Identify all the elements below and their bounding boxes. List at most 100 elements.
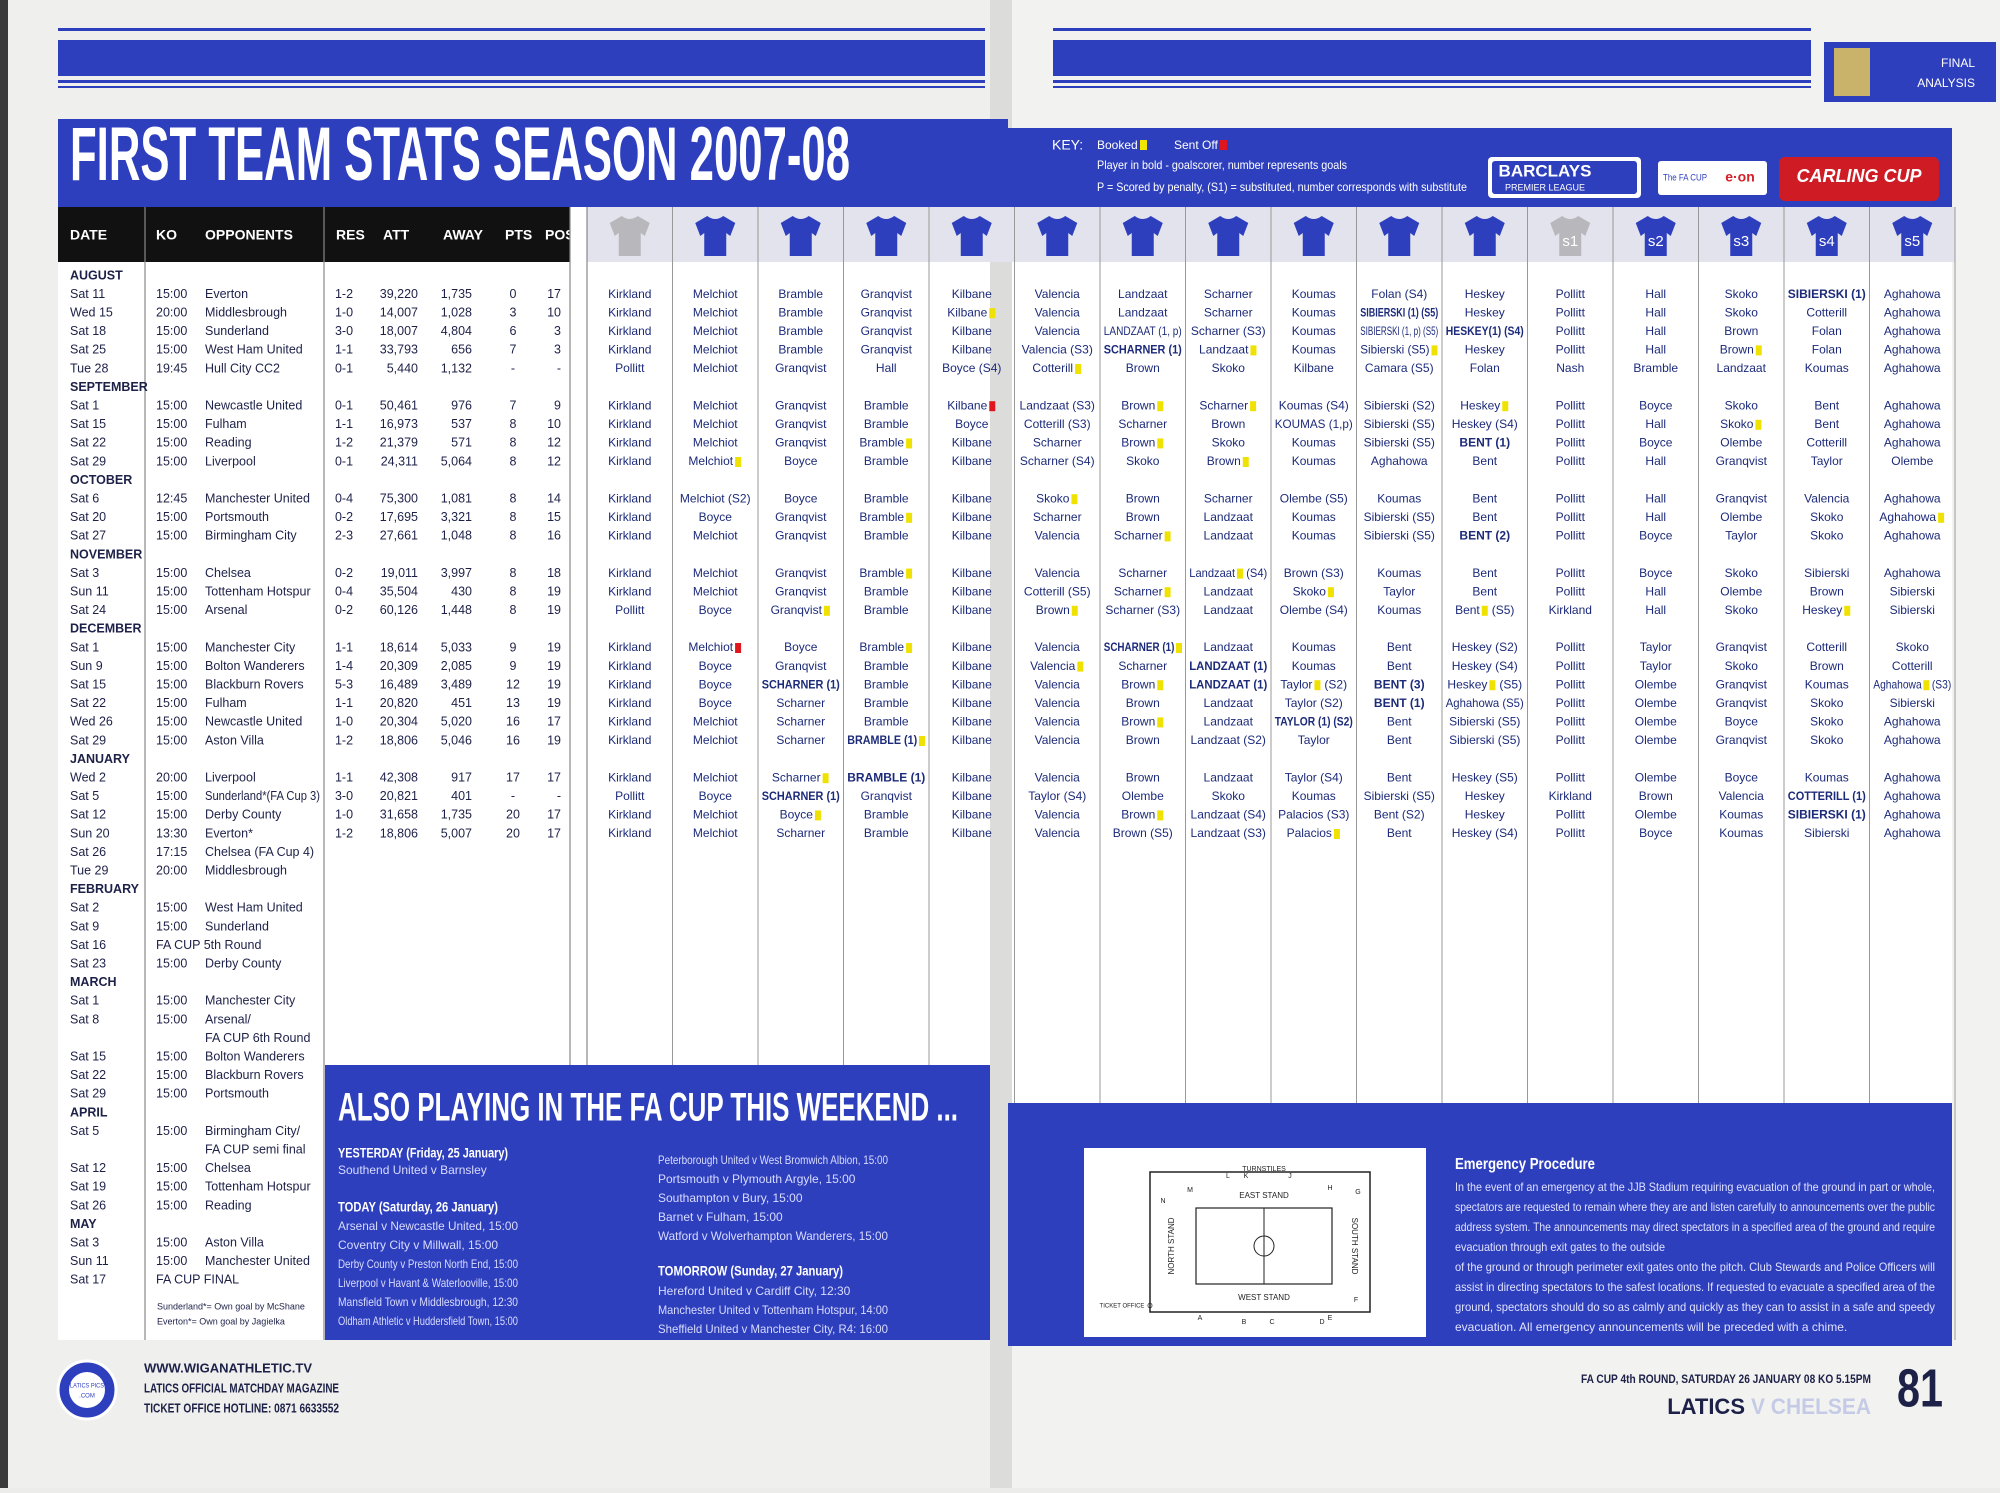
fixture-cell: - xyxy=(557,361,561,375)
yellow-card xyxy=(906,512,913,523)
month: OCTOBER xyxy=(70,473,132,487)
fixture-cell: Bolton Wanderers xyxy=(205,1049,305,1063)
month: NOVEMBER xyxy=(70,547,142,561)
player: Boyce xyxy=(780,808,814,822)
player: Kilbane xyxy=(952,603,992,617)
player: Koumas xyxy=(1377,491,1421,505)
fixture-cell: 60,126 xyxy=(380,603,418,617)
player: Kirkland xyxy=(608,491,651,505)
fixture-cell: Fulham xyxy=(205,417,247,431)
fixture-cell: 15:00 xyxy=(156,733,187,747)
fixture-cell: 20:00 xyxy=(156,305,187,319)
fixture-cell: 20 xyxy=(506,808,520,822)
fixture-cell: 13 xyxy=(506,696,520,710)
player: Boyce xyxy=(955,417,989,431)
emergency-text: evacuation. All emergency announcements … xyxy=(1455,1320,1847,1334)
player: Sibierski xyxy=(1890,603,1935,617)
fixture-cell: Sat 22 xyxy=(70,1068,106,1082)
facup-logo xyxy=(1658,161,1767,195)
column-header: OPPONENTS xyxy=(205,227,293,243)
key-sent-off: Sent Off xyxy=(1174,138,1218,152)
player: Valencia xyxy=(1719,789,1764,803)
fixture-cell: 1-2 xyxy=(335,826,353,840)
facup-game: Manchester United v Tottenham Hotspur, 1… xyxy=(658,1303,888,1317)
player: Bramble xyxy=(859,640,904,654)
fixture-cell: FA CUP FINAL xyxy=(156,1273,239,1287)
red-card xyxy=(1220,140,1227,150)
fixture-cell: 15:00 xyxy=(156,566,187,580)
player: Boyce xyxy=(1639,529,1673,543)
fixture-cell: 15:00 xyxy=(156,1161,187,1175)
player: Kirkland xyxy=(608,640,651,654)
player: Valencia xyxy=(1035,305,1080,319)
fixture-cell: 14,007 xyxy=(380,305,418,319)
player: Taylor xyxy=(1640,640,1672,654)
player: Granqvist xyxy=(775,436,827,450)
fixture-cell: 0 xyxy=(510,287,517,301)
player: Kirkland xyxy=(1549,603,1592,617)
yellow-card xyxy=(1071,605,1078,616)
fixture-cell: 1,735 xyxy=(441,808,472,822)
player: Olembe xyxy=(1635,808,1677,822)
player: Aghahowa xyxy=(1884,361,1941,375)
column-header: POS xyxy=(545,227,575,243)
fixture-cell: Tue 29 xyxy=(70,863,109,877)
fixture-cell: Sat 29 xyxy=(70,1087,106,1101)
player: Melchiot xyxy=(693,584,738,598)
player: Melchiot xyxy=(688,640,733,654)
player: Olembe (S5) xyxy=(1280,491,1348,505)
player: Valencia xyxy=(1035,696,1080,710)
player: Heskey xyxy=(1465,808,1505,822)
map-letter: G xyxy=(1355,1189,1360,1196)
fixture-cell: 24,311 xyxy=(381,454,418,468)
player: Bramble xyxy=(1633,361,1678,375)
player: Scharner xyxy=(1114,529,1163,543)
player: Bramble xyxy=(778,343,823,357)
fixture-cell: 20,820 xyxy=(380,696,418,710)
player: Kilbane xyxy=(952,343,992,357)
player: Aghahowa xyxy=(1884,770,1941,784)
fixture-cell: 0-4 xyxy=(335,584,353,598)
player: Koumas xyxy=(1292,529,1336,543)
player: Bramble xyxy=(859,510,904,524)
yellow-card xyxy=(1140,140,1147,150)
player: Olembe xyxy=(1635,715,1677,729)
fixture-cell: 3-0 xyxy=(335,324,353,338)
fixture-cell: 0-1 xyxy=(335,398,353,412)
fixture-cell: 13:30 xyxy=(156,826,187,840)
fixture-cell: Birmingham City/ xyxy=(205,1124,301,1138)
fixture-cell: Sunderland xyxy=(205,324,269,338)
player: Brown xyxy=(1121,398,1155,412)
player: Olembe xyxy=(1122,789,1164,803)
fixture-cell: Newcastle United xyxy=(205,715,302,729)
player: Heskey xyxy=(1465,305,1505,319)
fixture-cell: Wed 26 xyxy=(70,715,113,729)
month: DECEMBER xyxy=(70,622,142,636)
player: Bramble xyxy=(864,584,909,598)
player: Folan xyxy=(1812,343,1842,357)
fixture-cell: 19,011 xyxy=(381,566,418,580)
player: Kilbane xyxy=(952,584,992,598)
fixture-cell: 0-4 xyxy=(335,491,353,505)
player: Sibierski (S5) xyxy=(1364,417,1435,431)
fixture-cell: 15:00 xyxy=(156,1049,187,1063)
player: Melchiot xyxy=(693,361,738,375)
month: APRIL xyxy=(70,1105,108,1119)
player: Bent xyxy=(1472,454,1497,468)
emergency-text: address system. The announcements may di… xyxy=(1455,1220,1935,1234)
fixture-cell: Chelsea xyxy=(205,566,251,580)
fixture-cell: Newcastle United xyxy=(205,398,302,412)
player: Skoko xyxy=(1126,454,1160,468)
player: Kilbane xyxy=(952,287,992,301)
player: Skoko xyxy=(1810,733,1844,747)
fixture-cell: 18,806 xyxy=(380,733,418,747)
fixture-cell: 15:00 xyxy=(156,640,187,654)
player: Brown xyxy=(1810,659,1844,673)
logo-ring xyxy=(69,1372,105,1408)
player: Skoko xyxy=(1725,287,1759,301)
fixture-cell: Chelsea xyxy=(205,1161,251,1175)
player: Olembe xyxy=(1635,770,1677,784)
player: Olembe xyxy=(1635,696,1677,710)
player: Brown xyxy=(1639,789,1673,803)
player: Landzaat (S4) xyxy=(1191,808,1266,822)
